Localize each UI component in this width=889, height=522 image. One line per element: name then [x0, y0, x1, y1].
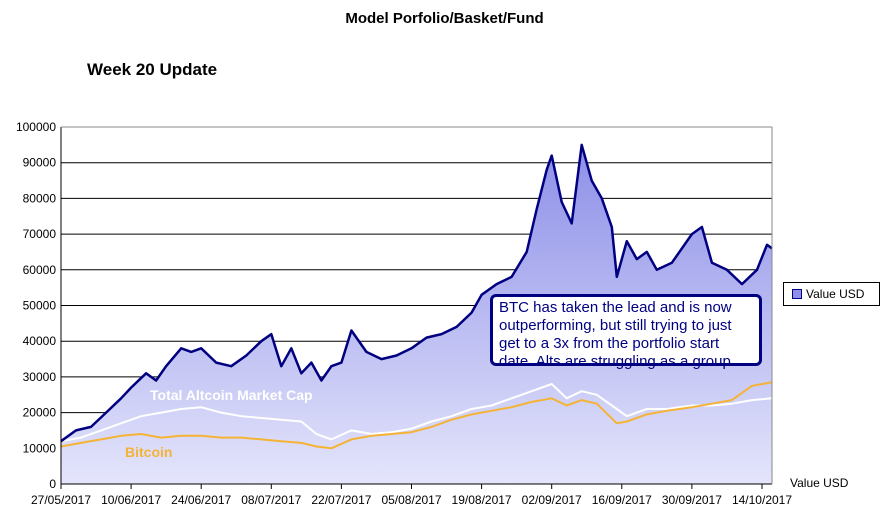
altcoin-line: [60, 383, 773, 443]
legend: Value USD: [783, 282, 880, 306]
y-tick-label: 30000: [23, 370, 57, 384]
bitcoin-line: [60, 381, 773, 450]
x-tick-label: 10/06/2017: [101, 493, 161, 507]
y-tick-label: 80000: [23, 191, 57, 205]
x-tick-label: 05/08/2017: [381, 493, 441, 507]
x-tick-label: 24/06/2017: [171, 493, 231, 507]
bitcoin-series-label: Bitcoin: [125, 444, 173, 460]
x-tick-label: 14/10/2017: [732, 493, 792, 507]
y-tick-label: 70000: [23, 227, 57, 241]
chart-subtitle: Week 20 Update: [87, 60, 218, 79]
y-tick-label: 50000: [23, 299, 57, 313]
x-tick-label: 19/08/2017: [452, 493, 512, 507]
x-tick-label: 08/07/2017: [241, 493, 301, 507]
y-tick-label: 90000: [23, 156, 57, 170]
x-tick-label: 02/09/2017: [522, 493, 582, 507]
x-tick-label: 16/09/2017: [592, 493, 652, 507]
x-tick-label: 27/05/2017: [31, 493, 91, 507]
y-tick-label: 100000: [16, 120, 56, 134]
legend-swatch-icon: [792, 289, 802, 299]
series-line-layer: [60, 143, 773, 450]
y-tick-label: 20000: [23, 406, 57, 420]
y-tick-label: 10000: [23, 441, 57, 455]
axes: [60, 126, 773, 489]
portfolio-line: [60, 143, 773, 443]
x-tick-label: 30/09/2017: [662, 493, 722, 507]
portfolio-area: [61, 144, 772, 484]
y-tick-label: 40000: [23, 334, 57, 348]
annotation-callout: BTC has taken the lead and is now outper…: [490, 294, 762, 370]
x-tick-label: 22/07/2017: [311, 493, 371, 507]
y-tick-label: 60000: [23, 263, 57, 277]
y-tick-label: 0: [49, 477, 56, 491]
chart-title: Model Porfolio/Basket/Fund: [345, 10, 544, 27]
altcoin-series-label: Total Altcoin Market Cap: [150, 387, 313, 403]
x-tick-labels: 27/05/2017 10/06/2017 24/06/2017 08/07/2017…: [31, 493, 792, 507]
axis-title: Value USD: [790, 476, 849, 490]
y-tick-labels: 0 10000 20000 30000 40000 50000 60000 70000 8000…: [16, 120, 56, 491]
legend-label: Value USD: [806, 287, 865, 301]
portfolio-area-layer: [61, 144, 772, 484]
